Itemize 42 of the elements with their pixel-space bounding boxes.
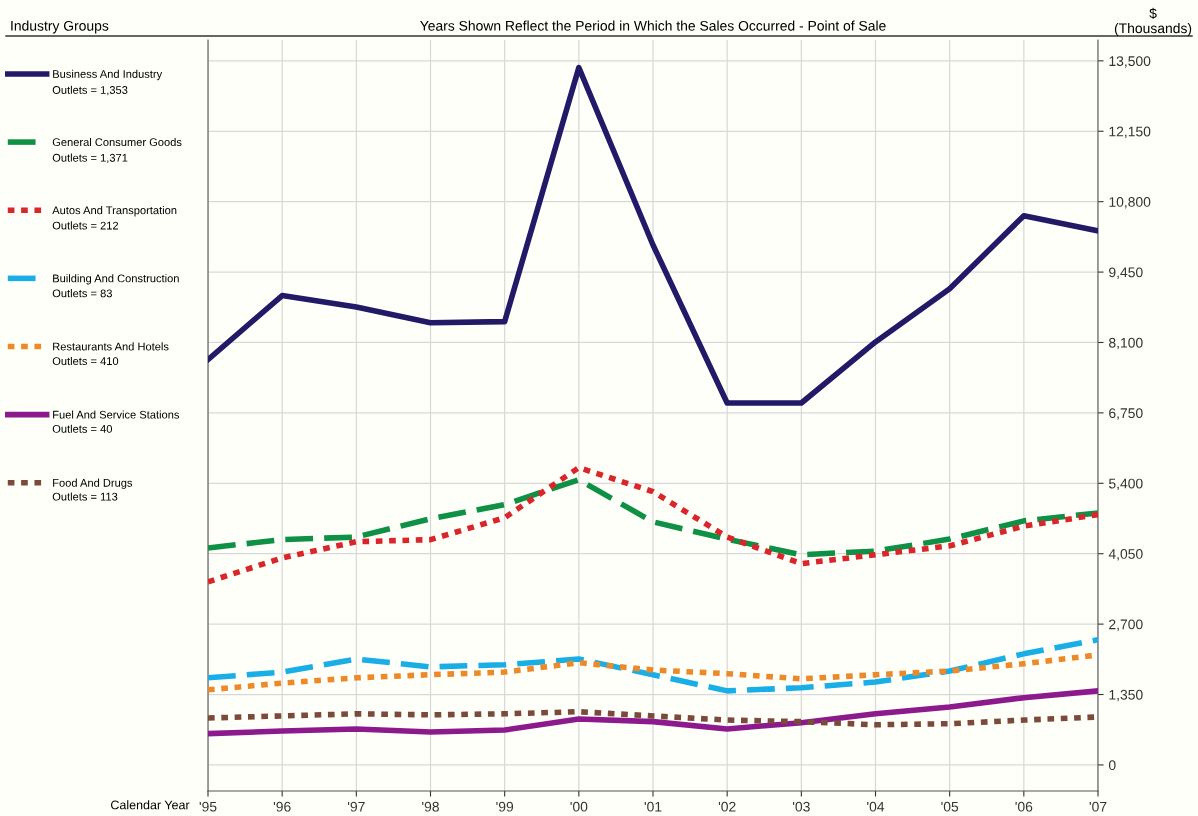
y-tick-label: 10,800: [1109, 197, 1151, 209]
text: Outlets = 1,353: [52, 85, 128, 96]
y-tick-label: 5,400: [1108, 478, 1143, 491]
y-tick-label: 1,350: [1109, 689, 1143, 702]
x-tick-label: '03: [792, 801, 810, 812]
x-tick-label: '06: [1015, 801, 1033, 812]
x-tick-label: '98: [422, 801, 439, 812]
y-tick-label: 8,100: [1109, 337, 1143, 350]
y-tick-label: 13,500: [1109, 56, 1151, 68]
x-tick-label: '07: [1089, 801, 1107, 812]
text: Outlets = 212: [52, 221, 119, 230]
text: Outlets = 40: [52, 424, 113, 433]
x-tick-label: '00: [570, 801, 588, 812]
y-tick-label: 6,750: [1109, 408, 1143, 420]
x-tick-label: '95: [199, 801, 217, 812]
legend-label: General Consumer Goods: [52, 137, 182, 147]
legend-title: Industry Groups: [11, 20, 109, 34]
y-tick-label: 2,700: [1109, 619, 1143, 631]
x-tick-label: '99: [496, 801, 514, 812]
text: Outlets = 113: [52, 492, 118, 501]
legend-label: Food And Drugs: [53, 478, 133, 489]
x-tick-label: '97: [347, 801, 365, 812]
y-tick-label: 9,450: [1109, 267, 1143, 279]
x-tick-label: '05: [941, 801, 959, 812]
legend-label: Building And Construction: [53, 274, 179, 285]
legend-label: Restaurants And Hotels: [53, 342, 169, 351]
text: Outlets = 1,371: [52, 153, 128, 164]
text: Outlets = 410: [52, 356, 119, 366]
legend-label: Business And Industry: [53, 69, 163, 81]
x-tick-label: '02: [718, 801, 736, 812]
y-tick-label: 0: [1108, 760, 1116, 771]
y-tick-label: 4,050: [1108, 549, 1143, 561]
y-tick-label: 12,150: [1109, 126, 1151, 139]
x-axis-title: Calendar Year: [111, 800, 190, 810]
legend-label: Fuel And Service Stations: [53, 410, 180, 419]
y-axis-title: $ (Thousands): [1114, 7, 1192, 36]
x-tick-label: '04: [867, 801, 885, 812]
text: Outlets = 83: [52, 289, 112, 298]
chart-title: Years Shown Reflect the Period in Which the Sales Occurred - Point of Sale: [420, 20, 886, 31]
x-tick-label: '01: [644, 801, 662, 812]
x-tick-label: '96: [273, 801, 291, 812]
legend-label: Autos And Transportation: [52, 206, 177, 217]
